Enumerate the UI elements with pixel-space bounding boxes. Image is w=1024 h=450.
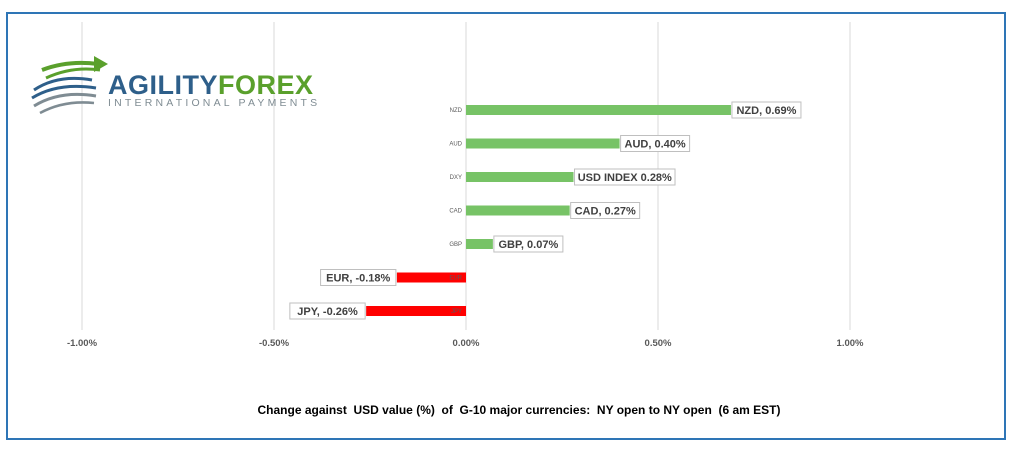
data-labels: NZD, 0.69% AUD, 0.40% USD INDEX 0.28% CAD, … — [289, 101, 802, 320]
bar-nzd — [466, 105, 731, 115]
data-label-eur: EUR, -0.18% — [320, 269, 397, 286]
x-tick-label: -1.00% — [67, 338, 98, 349]
x-tick-label: 0.00% — [453, 338, 480, 349]
data-label-box — [570, 202, 641, 219]
globe-swoosh-icon — [31, 56, 108, 115]
logo-name-part2: FOREX — [218, 70, 314, 100]
category-label: NZD — [450, 108, 463, 114]
logo-name-part1: AGILITY — [108, 70, 218, 100]
data-label-text: CAD, 0.27% — [575, 206, 636, 218]
category-labels: NZD AUD DXY CAD GBP EUR JPY — [449, 108, 462, 315]
bar-gbp — [466, 239, 493, 249]
data-label-dxy: USD INDEX 0.28% — [574, 168, 676, 186]
data-label-box — [493, 235, 564, 253]
data-label-box — [574, 168, 676, 186]
logo-tagline: INTERNATIONAL PAYMENTS — [108, 97, 318, 109]
x-tick-label: 0.50% — [645, 338, 672, 349]
data-label-gbp: GBP, 0.07% — [493, 235, 564, 253]
data-label-text: USD INDEX 0.28% — [578, 172, 672, 184]
data-label-cad: CAD, 0.27% — [570, 202, 641, 219]
data-label-jpy: JPY, -0.26% — [289, 302, 366, 320]
data-label-text: GBP, 0.07% — [499, 239, 559, 251]
bar-jpy — [366, 306, 466, 316]
data-label-text: EUR, -0.18% — [326, 273, 390, 285]
data-label-box — [289, 302, 366, 320]
x-axis-tick-labels: -1.00% -0.50% 0.00% 0.50% 1.00% — [67, 338, 864, 349]
data-label-nzd: NZD, 0.69% — [731, 101, 802, 119]
bar-cad — [466, 205, 570, 216]
data-label-text: NZD, 0.69% — [736, 105, 796, 117]
category-label: GBP — [449, 242, 462, 248]
data-label-box — [320, 269, 397, 286]
bars — [366, 105, 731, 316]
data-label-box — [731, 101, 802, 119]
category-label: AUD — [449, 142, 462, 148]
data-label-text: AUD, 0.40% — [625, 139, 686, 151]
category-label: JPY — [451, 309, 462, 315]
category-label: EUR — [449, 276, 462, 282]
bar-eur — [396, 272, 466, 283]
chart-caption: Change against USD value (%) of G-10 maj… — [257, 403, 781, 417]
chart-frame — [6, 12, 1006, 440]
x-tick-label: -0.50% — [259, 338, 290, 349]
category-label: DXY — [450, 175, 462, 181]
category-label: CAD — [449, 209, 462, 215]
agility-forex-logo: AGILITYFOREX INTERNATIONAL PAYMENTS — [31, 56, 318, 115]
data-label-aud: AUD, 0.40% — [620, 135, 691, 152]
data-label-box — [620, 135, 691, 152]
svg-text:AGILITYFOREX: AGILITYFOREX — [108, 70, 314, 100]
x-tick-label: 1.00% — [837, 338, 864, 349]
gridlines — [81, 22, 851, 330]
bar-aud — [466, 138, 620, 149]
bar-dxy — [466, 172, 574, 182]
data-label-text: JPY, -0.26% — [297, 306, 358, 318]
